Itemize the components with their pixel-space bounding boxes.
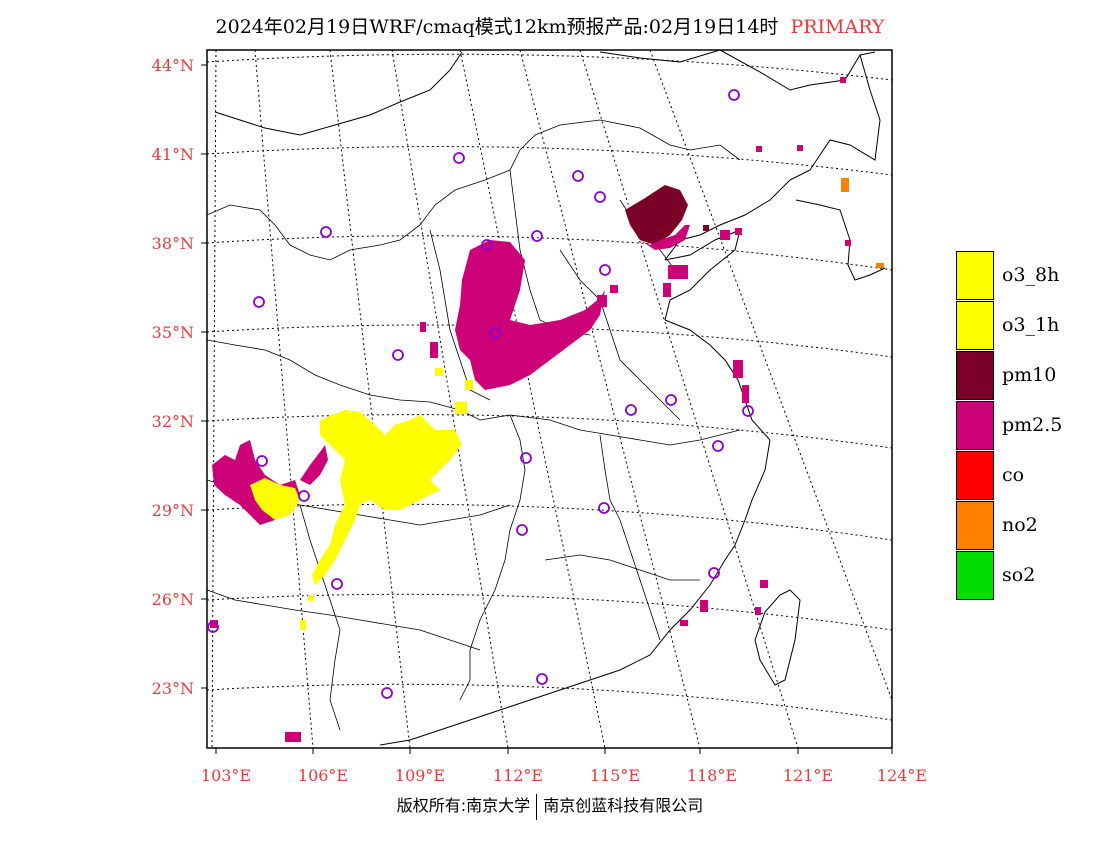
lat-label-26: 26°N <box>152 590 194 609</box>
legend-swatch <box>956 300 994 350</box>
legend-label: o3_1h <box>1002 314 1060 336</box>
lat-label-32: 32°N <box>152 412 194 431</box>
legend-item-co: co <box>956 450 1062 500</box>
pm25-field <box>210 77 851 742</box>
station-markers <box>207 89 754 699</box>
lon-label-124: 124°E <box>877 766 927 785</box>
lon-label-115: 115°E <box>590 766 640 785</box>
o3-field <box>250 368 473 630</box>
lon-label-109: 109°E <box>395 766 445 785</box>
pm10-field <box>625 185 709 245</box>
lat-label-23: 23°N <box>152 679 194 698</box>
legend-item-no2: no2 <box>956 500 1062 550</box>
lon-label-118: 118°E <box>687 766 737 785</box>
lon-label-106: 106°E <box>298 766 348 785</box>
legend-item-o3-8h: o3_8h <box>956 250 1062 300</box>
legend-item-o3-1h: o3_1h <box>956 300 1062 350</box>
lat-label-41: 41°N <box>152 145 194 164</box>
lon-label-121: 121°E <box>783 766 833 785</box>
copyright-left: 版权所有:南京大学 <box>396 796 531 815</box>
copyright-right: 南京创蓝科技有限公司 <box>543 796 704 815</box>
legend-label: pm10 <box>1002 364 1057 386</box>
legend-label: co <box>1002 464 1025 486</box>
lat-labels: 44°N 41°N 38°N 35°N 32°N 29°N 26°N 23°N <box>152 56 194 698</box>
coastline-borders <box>214 49 886 746</box>
no2-field <box>841 178 884 268</box>
lat-label-35: 35°N <box>152 323 194 342</box>
legend-item-pm25: pm2.5 <box>956 400 1062 450</box>
legend-swatch <box>956 550 994 600</box>
legend-swatch <box>956 450 994 500</box>
map-title: 2024年02月19日WRF/cmaq模式12km预报产品:02月19日14时 P… <box>0 12 1100 39</box>
legend-item-so2: so2 <box>956 550 1062 600</box>
lat-label-44: 44°N <box>152 56 194 75</box>
lat-label-29: 29°N <box>152 501 194 520</box>
legend-swatch <box>956 400 994 450</box>
lon-label-112: 112°E <box>493 766 543 785</box>
copyright: 版权所有:南京大学 南京创蓝科技有限公司 <box>0 792 1100 820</box>
legend-label: no2 <box>1002 514 1038 536</box>
legend-label: so2 <box>1002 564 1036 586</box>
legend: o3_8h o3_1h pm10 pm2.5 co no2 so2 <box>956 250 1062 600</box>
lon-label-103: 103°E <box>201 766 251 785</box>
legend-item-pm10: pm10 <box>956 350 1062 400</box>
legend-label: o3_8h <box>1002 264 1060 286</box>
axis-ticks <box>201 64 893 754</box>
copyright-divider <box>536 793 538 820</box>
lon-labels: 103°E 106°E 109°E 112°E 115°E 118°E 121°… <box>201 766 927 785</box>
legend-label: pm2.5 <box>1002 414 1063 436</box>
legend-swatch <box>956 350 994 400</box>
title-tag: PRIMARY <box>790 16 885 38</box>
lat-label-38: 38°N <box>152 234 194 253</box>
graticule <box>206 49 893 749</box>
title-text: 2024年02月19日WRF/cmaq模式12km预报产品:02月19日14时 <box>215 16 779 38</box>
legend-swatch <box>956 250 994 300</box>
map-frame <box>206 49 893 749</box>
legend-swatch <box>956 500 994 550</box>
